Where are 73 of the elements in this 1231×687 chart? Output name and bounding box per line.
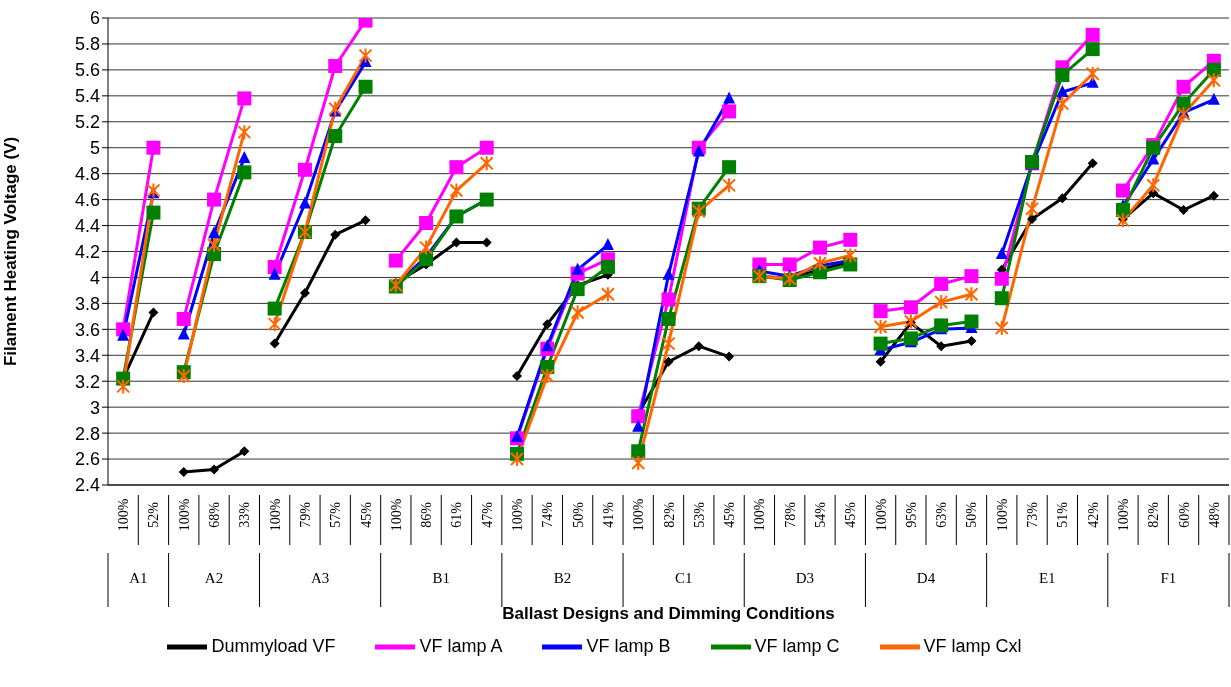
- y-tick-label: 3.4: [74, 345, 100, 366]
- x-tick-label: 100%: [873, 498, 889, 532]
- y-tick-label: 4.2: [74, 241, 100, 262]
- text: B2: [553, 570, 572, 586]
- x-tick-label: 73%: [1025, 501, 1041, 528]
- y-tick-label: 5.8: [74, 34, 100, 55]
- y-tick-label: 5.6: [74, 60, 100, 81]
- legend-label: VF lamp B: [586, 635, 671, 656]
- x-tick-label: 42%: [1085, 501, 1101, 528]
- x-tick-label: 100%: [994, 498, 1010, 532]
- x-tick-label: 51%: [1055, 501, 1071, 528]
- x-tick-label: 100%: [116, 498, 132, 532]
- x-tick-label: 47%: [479, 501, 495, 528]
- x-tick-label: 68%: [207, 501, 223, 528]
- y-tick-label: 2.8: [74, 423, 100, 444]
- y-tick-label: 5.4: [74, 86, 100, 107]
- x-tick-label: 45%: [722, 501, 738, 528]
- y-tick-label: 5.2: [74, 112, 100, 133]
- text: B1: [432, 570, 451, 586]
- y-tick-label: 2.6: [74, 449, 100, 470]
- x-tick-label: 100%: [176, 498, 192, 532]
- x-tick-label: 50%: [570, 501, 586, 528]
- text: A3: [310, 570, 330, 586]
- x-tick-label: 86%: [419, 501, 435, 528]
- x-tick-label: 100%: [510, 498, 526, 532]
- x-tick-label: 100%: [1115, 498, 1131, 532]
- x-tick-label: 61%: [449, 501, 465, 528]
- x-tick-label: 74%: [540, 501, 556, 528]
- x-tick-label: 63%: [934, 501, 950, 528]
- x-tick-label: 48%: [1206, 501, 1222, 528]
- y-tick-label: 3: [89, 397, 100, 418]
- x-tick-label: 78%: [782, 501, 798, 528]
- x-tick-label: 33%: [237, 501, 253, 528]
- x-tick-label: 100%: [388, 498, 404, 532]
- text: A2: [204, 570, 224, 586]
- x-tick-label: 82%: [1146, 501, 1162, 528]
- x-tick-label: 41%: [600, 501, 616, 528]
- x-tick-label: 95%: [903, 501, 919, 528]
- x-axis-title: Ballast Designs and Dimming Conditions: [502, 604, 835, 623]
- x-tick-label: 82%: [661, 501, 677, 528]
- y-tick-label: 4.6: [74, 190, 100, 210]
- y-tick-label: 4.8: [74, 164, 100, 185]
- x-tick-label: 45%: [843, 501, 859, 528]
- legend-label: VF lamp A: [419, 635, 503, 656]
- y-tick-label: 3.8: [74, 293, 100, 314]
- y-tick-label: 2.4: [74, 475, 100, 496]
- y-tick-label: 4: [89, 267, 100, 288]
- x-tick-label: 45%: [358, 501, 374, 528]
- x-tick-label: 100%: [267, 498, 283, 532]
- legend-label: Dummyload VF: [211, 635, 336, 656]
- y-tick-label: 4.4: [74, 215, 100, 236]
- x-tick-label: 50%: [964, 501, 980, 528]
- y-tick-label: 3.6: [74, 319, 100, 340]
- legend-label: VF lamp C: [754, 635, 840, 656]
- legend-label: VF lamp Cxl: [923, 635, 1022, 656]
- x-tick-label: 79%: [297, 501, 313, 528]
- y-tick-label: 3.2: [74, 371, 100, 392]
- y-tick-label: 6: [89, 8, 100, 29]
- x-tick-label: 53%: [691, 501, 707, 528]
- text: A1: [129, 570, 148, 586]
- text: D3: [795, 570, 815, 586]
- text: C1: [674, 570, 693, 586]
- y-tick-label: 5: [89, 138, 100, 159]
- x-tick-label: 54%: [812, 501, 828, 528]
- text: E1: [1038, 570, 1056, 586]
- x-tick-label: 100%: [631, 498, 647, 532]
- x-tick-label: 60%: [1176, 501, 1192, 528]
- x-tick-label: 100%: [752, 498, 768, 532]
- text: F1: [1160, 570, 1177, 586]
- x-tick-label: 57%: [328, 501, 344, 528]
- text: D4: [916, 570, 936, 586]
- x-tick-label: 52%: [146, 501, 162, 528]
- y-axis-title: Filament Heating Voltage (V): [1, 136, 21, 367]
